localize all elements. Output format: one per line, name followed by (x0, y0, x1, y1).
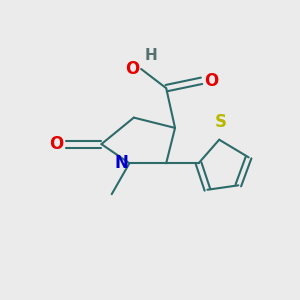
Text: S: S (215, 113, 227, 131)
Text: N: N (114, 154, 128, 172)
Text: H: H (145, 48, 158, 63)
Text: O: O (205, 72, 219, 90)
Text: O: O (49, 135, 63, 153)
Text: O: O (125, 60, 140, 78)
